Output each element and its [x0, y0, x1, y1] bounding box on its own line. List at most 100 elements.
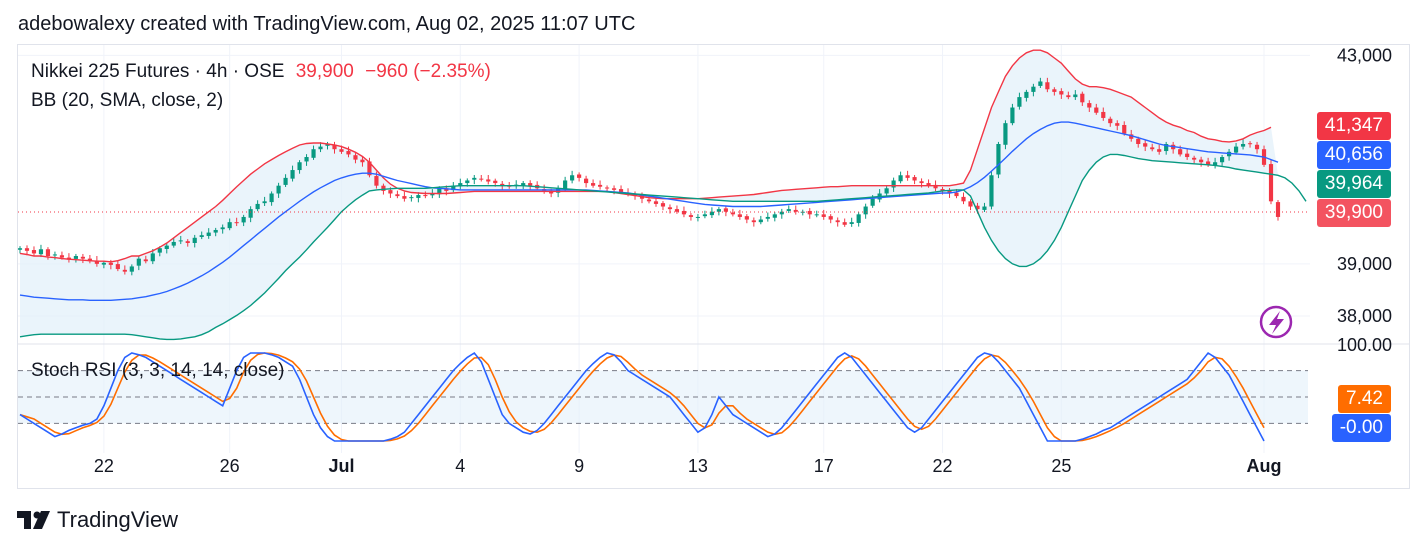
candle: [129, 264, 134, 276]
candle: [765, 212, 770, 222]
candle-body: [465, 180, 470, 184]
stoch-legend[interactable]: Stoch RSI (3, 3, 14, 14, close): [31, 360, 285, 381]
candle-body: [381, 185, 386, 191]
candle-body: [31, 250, 37, 254]
candle-body: [849, 222, 854, 224]
time-tick-label: Jul: [328, 456, 354, 476]
price-tick-label: 43,000: [1337, 45, 1392, 65]
candle-body: [1052, 89, 1057, 92]
candle: [52, 251, 58, 260]
last-price-badge: 39,900: [1316, 199, 1391, 227]
symbol-legend[interactable]: Nikkei 225 Futures · 4h · OSE 39,900 −96…: [31, 61, 491, 83]
candle: [283, 174, 288, 187]
candle: [73, 253, 78, 263]
candle-body: [1101, 111, 1106, 118]
candle-body: [1206, 161, 1211, 165]
candle-body: [584, 178, 589, 184]
candle: [779, 208, 784, 219]
candle: [674, 205, 680, 214]
time-tick-label: Aug: [1247, 456, 1282, 476]
tradingview-brand[interactable]: TradingView: [17, 507, 178, 533]
candle-body: [325, 144, 330, 146]
candle-body: [18, 248, 23, 250]
candle-body: [80, 256, 85, 259]
candle-body: [262, 201, 267, 204]
candle-body: [947, 190, 952, 194]
candle: [1143, 140, 1148, 152]
candle-body: [1164, 144, 1169, 152]
candle: [1024, 89, 1029, 102]
candle-body: [360, 159, 365, 163]
candle-body: [968, 201, 973, 207]
candle: [213, 227, 218, 237]
candle: [1101, 107, 1106, 121]
time-axis[interactable]: 22 26 Jul 4 9 13 17 22 25 Aug: [94, 456, 1282, 476]
candle-body: [898, 175, 903, 182]
candle: [737, 209, 742, 220]
candle-body: [779, 211, 784, 215]
candle-body: [1143, 143, 1148, 147]
candle: [1094, 103, 1099, 115]
candle: [751, 217, 756, 227]
candle: [276, 182, 281, 198]
candle: [423, 191, 428, 199]
candle-body: [660, 203, 666, 207]
candle-body: [437, 188, 442, 195]
candle: [87, 254, 92, 264]
candle-body: [632, 193, 638, 197]
candle: [1038, 77, 1043, 88]
candle: [772, 212, 777, 222]
candle-body: [1010, 107, 1015, 124]
candle-body: [164, 245, 169, 249]
candle: [1136, 136, 1141, 148]
price-axis[interactable]: 43,000 39,000 38,000 100.00: [1337, 45, 1392, 355]
candle-body: [597, 184, 603, 187]
candle-body: [1213, 162, 1218, 166]
candle: [451, 182, 456, 193]
bb-legend[interactable]: BB (20, SMA, close, 2): [31, 90, 224, 111]
price-tick-label: 39,000: [1337, 254, 1392, 274]
candle: [856, 212, 861, 227]
candle-body: [709, 211, 714, 216]
candle: [192, 234, 197, 248]
brand-name: TradingView: [57, 507, 179, 532]
candle: [1247, 141, 1253, 148]
candle-body: [737, 214, 742, 217]
candle-body: [681, 210, 687, 215]
candle: [318, 142, 323, 153]
candle-body: [157, 248, 162, 253]
candle: [1010, 103, 1015, 126]
candle-body: [1108, 118, 1113, 124]
candle: [402, 191, 407, 202]
candle-body: [283, 177, 288, 185]
candle: [570, 170, 575, 184]
candle: [591, 179, 596, 188]
candle: [1254, 141, 1260, 154]
candle: [1233, 142, 1239, 155]
candle: [367, 157, 372, 178]
candle-body: [646, 199, 652, 202]
candle: [325, 141, 330, 150]
candle-body: [528, 183, 533, 186]
candle-body: [1254, 144, 1260, 150]
candle-body: [59, 255, 65, 258]
candle: [31, 246, 37, 256]
candle-body: [1136, 138, 1141, 144]
candle: [989, 170, 994, 210]
candle: [269, 191, 274, 206]
candle-body: [185, 241, 190, 243]
candle: [479, 175, 484, 182]
candle-body: [332, 144, 337, 150]
candle: [597, 180, 603, 190]
time-tick-label: 13: [688, 456, 708, 476]
candle-body: [346, 151, 351, 155]
candle: [863, 203, 868, 219]
lightning-icon[interactable]: [1259, 305, 1293, 339]
candle-body: [430, 193, 435, 196]
symbol-name: Nikkei 225 Futures · 4h · OSE: [31, 61, 285, 82]
candle-body: [716, 209, 721, 212]
candle: [695, 214, 701, 222]
candle-body: [129, 266, 134, 272]
candle-body: [1275, 202, 1281, 217]
